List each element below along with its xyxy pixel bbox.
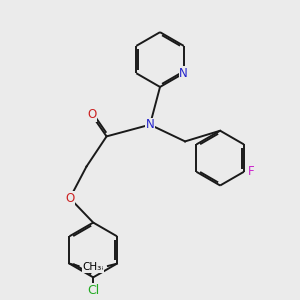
Text: CH₃: CH₃ — [85, 262, 104, 272]
Text: O: O — [87, 108, 96, 121]
Text: F: F — [248, 165, 254, 178]
Text: O: O — [65, 192, 74, 205]
Text: CH₃: CH₃ — [83, 262, 102, 272]
Text: Cl: Cl — [87, 284, 99, 296]
Text: N: N — [179, 67, 188, 80]
Text: N: N — [146, 118, 154, 131]
